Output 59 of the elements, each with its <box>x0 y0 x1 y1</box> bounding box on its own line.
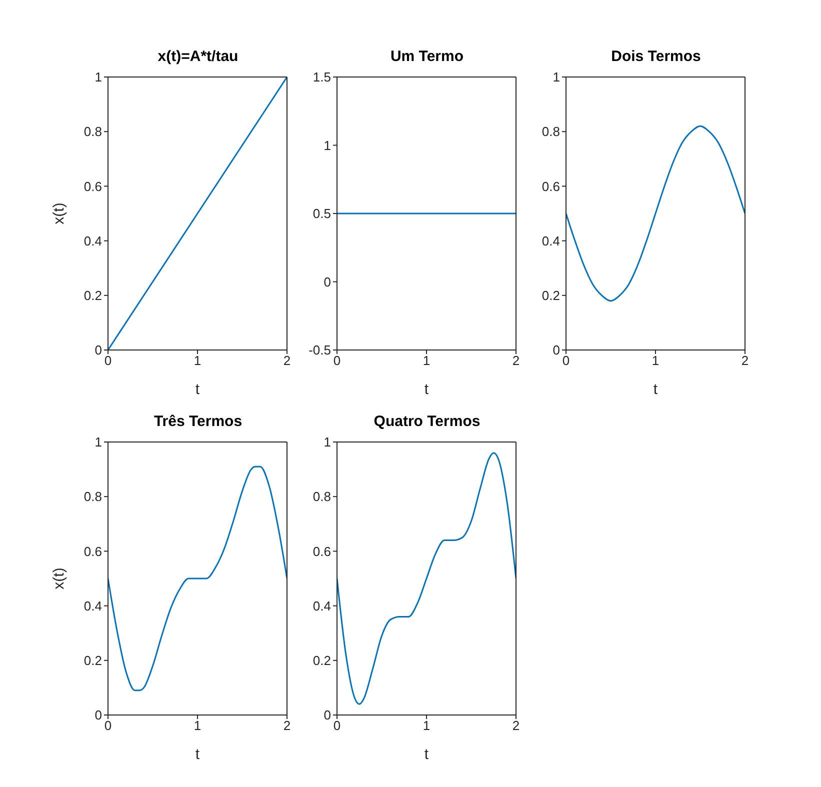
y-tick-label: 0.6 <box>84 178 102 194</box>
x-tick-label: 1 <box>422 353 430 368</box>
y-tick-label: 1 <box>324 138 331 153</box>
y-tick-label: 0.8 <box>84 489 102 504</box>
y-tick-label: 1 <box>94 434 102 450</box>
chart-title: Um Termo <box>389 48 465 67</box>
y-tick-label: 0.2 <box>312 653 331 668</box>
line-series <box>566 125 745 302</box>
y-tick-label: 1 <box>94 70 102 85</box>
chart-title: Três Termos <box>152 413 244 432</box>
x-tick-label: 1 <box>194 718 202 734</box>
y-tick-label: 0.8 <box>84 124 102 140</box>
x-tick-label: 2 <box>741 353 749 368</box>
y-tick-label: 0.2 <box>84 653 102 668</box>
chart-title: Quatro Termos <box>372 413 482 432</box>
y-tick-label: 0.8 <box>542 124 560 140</box>
line-series <box>337 452 516 705</box>
y-tick-label: 0.6 <box>542 178 560 194</box>
x-tick-label: 1 <box>652 353 660 368</box>
y-tick-label: 0.6 <box>312 544 331 559</box>
y-tick-label: 0.2 <box>542 288 560 304</box>
y-axis-title: x(t) <box>50 202 68 224</box>
y-tick-label: 0 <box>324 708 331 723</box>
y-tick-label: 0.4 <box>542 233 560 248</box>
y-tick-label: -0.5 <box>308 342 331 358</box>
y-tick-label: 0.8 <box>312 489 331 504</box>
line-series <box>108 466 287 692</box>
y-tick-label: 1 <box>552 70 560 85</box>
x-tick-label: 2 <box>283 718 291 734</box>
y-tick-label: 0.6 <box>84 544 102 559</box>
y-tick-label: 0.4 <box>84 233 102 248</box>
y-tick-label: 0.4 <box>312 598 331 614</box>
x-axis-title: t <box>424 746 430 763</box>
x-tick-label: 0 <box>104 718 112 734</box>
x-tick-label: 2 <box>283 353 291 368</box>
x-tick-label: 2 <box>512 353 520 368</box>
y-tick-label: 0.5 <box>312 206 331 222</box>
x-tick-label: 0 <box>562 353 570 368</box>
chart-title: x(t)=A*t/tau <box>156 48 240 67</box>
y-axis-title: x(t) <box>50 568 68 590</box>
y-tick-label: 0 <box>552 342 560 358</box>
y-tick-label: 1.5 <box>312 70 331 85</box>
x-axis-title: t <box>424 381 430 398</box>
y-tick-label: 0 <box>94 708 102 723</box>
x-tick-label: 0 <box>333 718 341 734</box>
chart-title: Dois Termos <box>610 48 702 67</box>
x-tick-label: 1 <box>194 353 202 368</box>
y-tick-label: 0 <box>94 342 102 358</box>
x-tick-label: 0 <box>333 353 341 368</box>
y-tick-label: 1 <box>324 434 331 450</box>
x-axis-title: t <box>195 381 200 398</box>
y-tick-label: 0 <box>324 274 331 290</box>
y-tick-label: 0.4 <box>84 598 102 614</box>
x-axis-title: t <box>653 381 658 398</box>
x-tick-label: 1 <box>422 718 430 734</box>
y-tick-label: 0.2 <box>84 288 102 304</box>
x-tick-label: 0 <box>104 353 112 368</box>
x-tick-label: 2 <box>512 718 520 734</box>
x-axis-title: t <box>195 746 200 763</box>
